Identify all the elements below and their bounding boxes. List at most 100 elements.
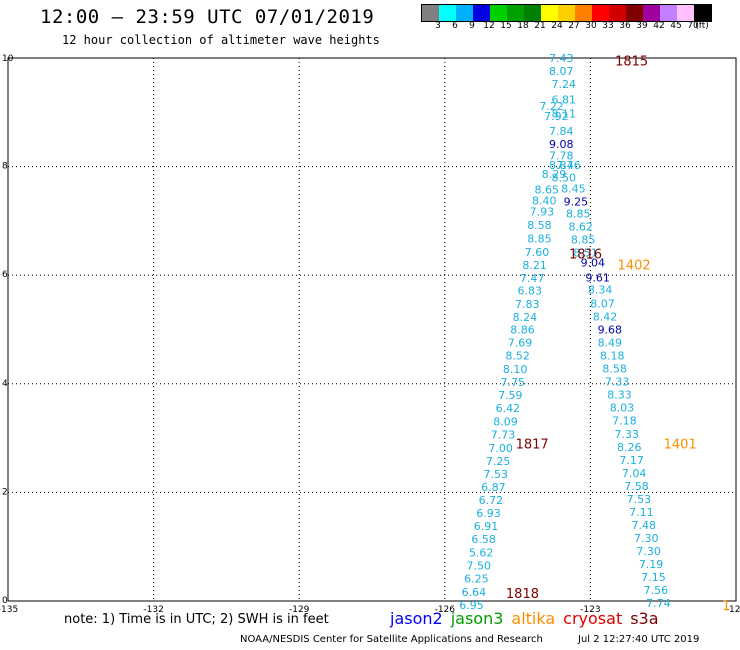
- satellite-legend: jason2 jason3 altika cryosat s3a: [390, 609, 667, 628]
- legend-label: 70: [687, 21, 699, 31]
- wave-height-value: 7.83: [515, 298, 540, 311]
- wave-height-value: 8.07: [549, 65, 574, 78]
- wave-height-value: 7.33: [605, 376, 630, 389]
- pass-number-label: 1818: [506, 587, 539, 602]
- wave-height-value: 9.61: [585, 271, 610, 284]
- wave-height-value: 7.33: [615, 428, 640, 441]
- x-tick-label: -135: [0, 605, 18, 615]
- wave-height-value: 8.21: [522, 259, 547, 272]
- y-tick-label: 4: [2, 379, 8, 389]
- legend-label: 30: [585, 21, 597, 31]
- wave-height-value: 9.68: [598, 324, 623, 337]
- wave-height-value: 8.10: [503, 363, 528, 376]
- legend-swatch: [422, 5, 439, 21]
- wave-height-value: 8.40: [532, 194, 557, 207]
- wave-height-value: 7.78: [549, 150, 574, 163]
- wave-height-value: 7.48: [632, 519, 657, 532]
- wave-height-value: 7.04: [622, 467, 647, 480]
- wave-height-value: 7.53: [484, 468, 509, 481]
- wave-height-value: 6.81: [551, 93, 576, 106]
- wave-height-value: 7.53: [627, 493, 652, 506]
- wave-height-value: 8.87: [549, 159, 574, 172]
- legend-label: 12: [483, 21, 495, 31]
- legend-swatch: [609, 5, 626, 21]
- pass-number-label: 1: [722, 599, 730, 614]
- x-tick-label: -126: [435, 605, 456, 615]
- wave-height-value: 8.62: [568, 220, 593, 233]
- legend-label: 18: [517, 21, 529, 31]
- satellite-label-s3a: s3a: [630, 609, 659, 628]
- wave-height-value: 8.26: [617, 441, 642, 454]
- wave-height-value: 7.75: [500, 376, 525, 389]
- wave-height-value: 7.11: [629, 506, 654, 519]
- wave-height-value: 6.83: [517, 284, 542, 297]
- legend-label: 42: [653, 21, 665, 31]
- y-tick-label: 2: [2, 487, 8, 497]
- wave-height-value: 7.30: [636, 545, 661, 558]
- legend-swatch: [473, 5, 490, 21]
- legend-swatch: [592, 5, 609, 21]
- satellite-label-jason3: jason3: [450, 609, 504, 628]
- y-tick-label: 6: [2, 270, 8, 280]
- wave-height-value: 8.85: [571, 233, 596, 246]
- wave-height-value: 7.47: [520, 272, 545, 285]
- wave-height-value: 5.62: [469, 547, 494, 560]
- legend-swatch: [575, 5, 592, 21]
- wave-height-value: 7.74: [646, 597, 671, 610]
- legend-label: 21: [534, 21, 546, 31]
- legend-swatch: [558, 5, 575, 21]
- wave-height-value: 8.29: [542, 168, 567, 181]
- wave-height-value: 7.60: [525, 246, 550, 259]
- legend-swatch: [694, 5, 711, 21]
- wave-height-value: 8.52: [505, 350, 530, 363]
- pass-number-label: 1402: [618, 258, 651, 273]
- wave-height-value: 7.93: [530, 206, 555, 219]
- wave-height-value: 7.46: [556, 159, 581, 172]
- wave-height-value: 6.42: [496, 402, 521, 415]
- map-title: 12:00 – 23:59 UTC 07/01/2019: [40, 6, 375, 28]
- wave-height-value: 7.58: [624, 480, 649, 493]
- x-tick-label: -132: [143, 605, 163, 615]
- x-tick-label: -123: [580, 605, 600, 615]
- legend-label: 45: [670, 21, 682, 31]
- credit-text: NOAA/NESDIS Center for Satellite Applica…: [240, 634, 543, 645]
- wave-height-value: 7.24: [551, 78, 576, 91]
- legend-swatch: [507, 5, 524, 21]
- wave-height-value: 7.69: [508, 337, 533, 350]
- x-tick-label: -129: [289, 605, 310, 615]
- wave-height-value: 7.25: [486, 455, 511, 468]
- wave-height-value: 7.73: [491, 428, 516, 441]
- y-tick-label: 0: [2, 596, 8, 606]
- legend-label: 39: [636, 21, 648, 31]
- wave-height-value: 7.15: [641, 571, 666, 584]
- plot-frame: [7, 57, 737, 602]
- wave-height-value: 7.50: [467, 560, 492, 573]
- wave-height-value: 7.17: [619, 454, 644, 467]
- satellite-label-cryosat: cryosat: [563, 609, 623, 628]
- wave-height-value: 8.51: [573, 246, 598, 259]
- wave-height-value: 8.07: [590, 297, 615, 310]
- legend-label: 6: [452, 21, 458, 31]
- wave-height-value: 9.04: [581, 257, 606, 270]
- wave-height-value: 7.18: [612, 415, 637, 428]
- wave-height-value: 8.45: [561, 182, 586, 195]
- wave-height-value: 8.42: [593, 310, 618, 323]
- map-subtitle: 12 hour collection of altimeter wave hei…: [62, 33, 380, 47]
- wave-height-value: 8.58: [602, 363, 627, 376]
- legend-swatch: [524, 5, 541, 21]
- pass-number-label: 1401: [664, 438, 697, 453]
- legend-swatch: [643, 5, 660, 21]
- legend-swatch: [439, 5, 456, 21]
- wave-height-value: 8.49: [598, 337, 623, 350]
- legend-swatch: [626, 5, 643, 21]
- wave-height-value: 8.85: [566, 207, 591, 220]
- wave-height-value: 6.58: [471, 533, 496, 546]
- units-note: note: 1) Time is in UTC; 2) SWH is in fe…: [64, 612, 329, 627]
- wave-height-value: 8.03: [610, 402, 635, 415]
- legend-label: 24: [551, 21, 563, 31]
- wave-height-value: 8.18: [600, 350, 625, 363]
- wave-height-value: 7.56: [644, 584, 669, 597]
- wave-height-value: 6.87: [481, 481, 506, 494]
- legend-swatch: [660, 5, 677, 21]
